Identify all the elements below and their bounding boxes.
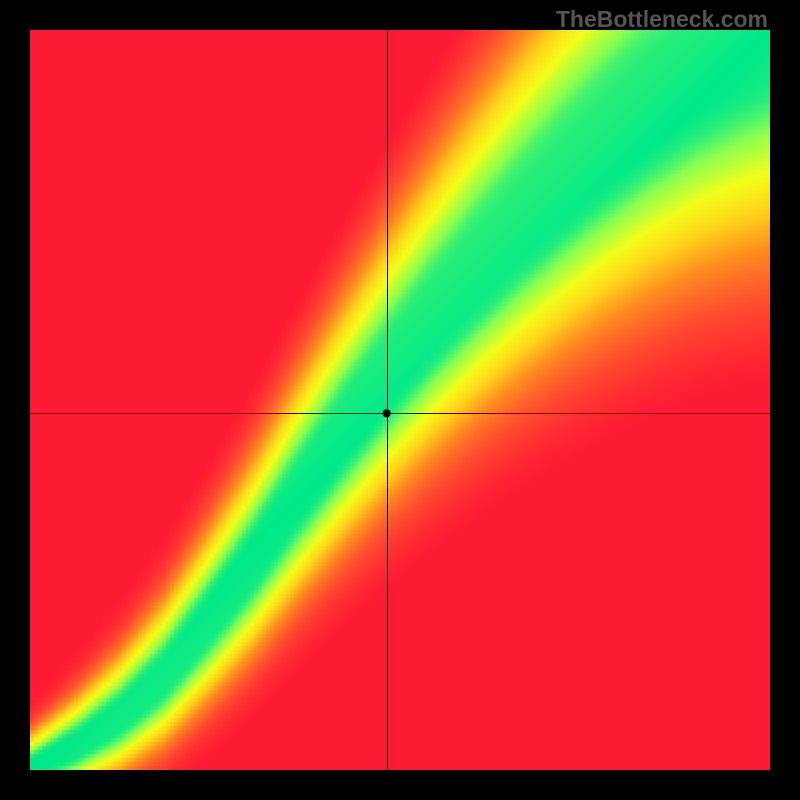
watermark-text: TheBottleneck.com	[556, 6, 768, 33]
bottleneck-heatmap	[0, 0, 800, 800]
chart-container: TheBottleneck.com	[0, 0, 800, 800]
